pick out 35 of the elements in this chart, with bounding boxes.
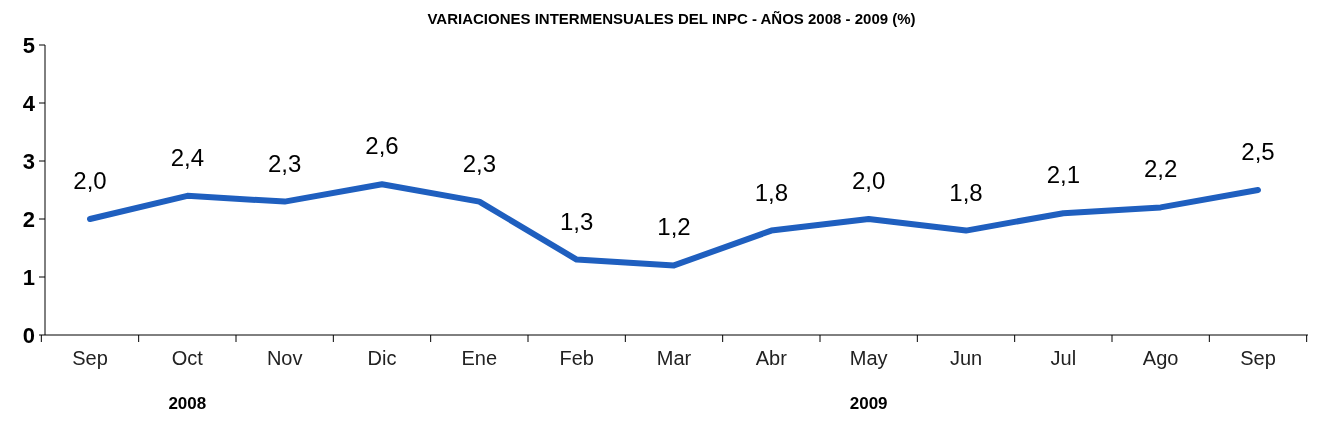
x-tick-label: Oct (171, 347, 204, 369)
x-tick-label: Nov (266, 347, 303, 369)
y-tick-label: 0 (22, 322, 35, 348)
x-tick-label: Mar (656, 347, 692, 369)
x-tick-label: Jul (1050, 347, 1077, 369)
x-tick-label: Feb (559, 347, 594, 369)
data-label: 1,3 (559, 207, 594, 235)
data-label: 2,0 (73, 167, 107, 194)
x-tick-label: Sep (1240, 347, 1276, 369)
data-label: 2,3 (267, 149, 302, 177)
x-tick-label: Ene (461, 347, 498, 369)
x-tick-label: Ago (1142, 347, 1179, 369)
x-tick-label: Dic (367, 347, 397, 369)
y-tick-label: 3 (22, 148, 35, 174)
data-label: 2,5 (1241, 138, 1275, 165)
data-label: 2,3 (462, 149, 497, 177)
data-label: 1,8 (949, 178, 983, 206)
chart-title: VARIACIONES INTERMENSUALES DEL INPC - AÑOS 2008 - 2009 (%) (427, 10, 916, 27)
data-label: 2,0 (851, 167, 886, 194)
x-tick-label: May (849, 347, 888, 369)
data-label: 2,2 (1143, 155, 1178, 183)
data-label: 2,6 (365, 132, 399, 160)
x-tick-label: Jun (949, 347, 983, 369)
x-tick-label: Abr (755, 347, 788, 369)
data-label: 2,1 (1046, 161, 1081, 189)
text: 2008 (168, 394, 207, 413)
data-label: 1,2 (657, 213, 691, 241)
x-tick-label: Sep (72, 347, 108, 369)
data-label: 1,8 (754, 178, 789, 206)
data-label: 2,4 (170, 143, 205, 171)
y-tick-label: 5 (22, 32, 35, 58)
y-tick-label: 4 (22, 90, 36, 116)
y-tick-label: 2 (22, 206, 35, 232)
text: 2009 (849, 394, 888, 413)
y-tick-label: 1 (22, 264, 35, 290)
